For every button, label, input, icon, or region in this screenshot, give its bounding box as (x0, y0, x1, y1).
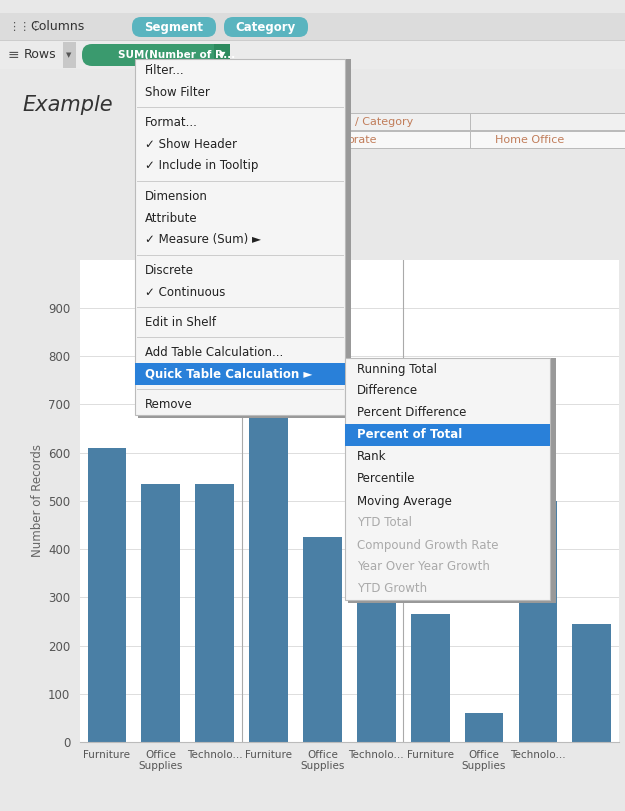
Text: Edit in Shelf: Edit in Shelf (145, 315, 216, 328)
Bar (135, 113, 625, 114)
Text: Rows: Rows (24, 49, 57, 62)
Bar (135, 363, 345, 385)
Bar (0, 41, 625, 69)
Bar (519, 500, 558, 742)
Bar (135, 131, 625, 149)
Text: Format...: Format... (145, 115, 198, 128)
Text: Year Over Year Growth: Year Over Year Growth (357, 560, 490, 573)
Bar (138, 59, 351, 418)
Bar (0, 40, 625, 41)
FancyBboxPatch shape (224, 17, 308, 37)
Text: Segment: Segment (144, 20, 204, 33)
Text: Filter...: Filter... (145, 63, 184, 76)
Text: Running Total: Running Total (357, 363, 437, 375)
Bar (63, 42, 76, 68)
Bar (135, 59, 345, 415)
Bar (88, 448, 126, 742)
FancyBboxPatch shape (132, 17, 216, 37)
Text: Percent of Total: Percent of Total (357, 428, 462, 441)
Bar (195, 484, 234, 742)
Bar (0, 40, 625, 41)
Y-axis label: Number of Records: Number of Records (31, 444, 44, 557)
Bar (214, 44, 230, 66)
Bar (141, 484, 180, 742)
Text: Add Table Calculation...: Add Table Calculation... (145, 345, 283, 358)
Text: ▼: ▼ (219, 50, 225, 59)
Bar (135, 130, 625, 131)
Text: Show Filter: Show Filter (145, 85, 210, 98)
Text: Category: Category (236, 20, 296, 33)
Bar (135, 131, 625, 132)
Bar (0, 13, 625, 41)
Text: Dimension: Dimension (145, 190, 208, 203)
Bar (470, 113, 471, 149)
Bar (345, 424, 550, 446)
Text: Percent Difference: Percent Difference (357, 406, 466, 419)
Text: orate: orate (347, 135, 376, 145)
Text: Compound Growth Rate: Compound Growth Rate (357, 539, 499, 551)
Bar (411, 614, 449, 742)
Text: ✓ Measure (Sum) ►: ✓ Measure (Sum) ► (145, 234, 261, 247)
Text: Home Office: Home Office (496, 135, 564, 145)
Text: Rank: Rank (357, 450, 386, 464)
Text: Attribute: Attribute (145, 212, 198, 225)
Text: Columns: Columns (30, 20, 84, 33)
Bar (303, 537, 342, 742)
Text: ▼: ▼ (66, 52, 72, 58)
Text: Moving Average: Moving Average (357, 495, 452, 508)
Bar (249, 395, 288, 742)
Text: YTD Total: YTD Total (357, 517, 412, 530)
Text: ✓ Show Header: ✓ Show Header (145, 138, 237, 151)
Bar (572, 624, 611, 742)
Text: / Category: / Category (355, 117, 413, 127)
FancyBboxPatch shape (82, 44, 230, 66)
Text: ✓ Include in Tooltip: ✓ Include in Tooltip (145, 160, 258, 173)
Text: Percentile: Percentile (357, 473, 416, 486)
Text: YTD Growth: YTD Growth (357, 582, 427, 595)
Text: ✓ Continuous: ✓ Continuous (145, 285, 226, 298)
Text: Difference: Difference (357, 384, 418, 397)
Text: ≡: ≡ (8, 48, 19, 62)
Bar (345, 358, 550, 600)
Text: ⋮⋮⋮: ⋮⋮⋮ (8, 22, 41, 32)
Bar (357, 484, 396, 742)
Text: SUM(Number of R...: SUM(Number of R... (118, 50, 235, 60)
Bar (135, 148, 625, 149)
Bar (320, 113, 321, 149)
Text: Quick Table Calculation ►: Quick Table Calculation ► (145, 367, 312, 380)
Bar (348, 358, 556, 603)
Text: Discrete: Discrete (145, 264, 194, 277)
Bar (135, 113, 625, 131)
Text: Example: Example (22, 95, 112, 115)
Bar (464, 713, 504, 742)
Text: Remove: Remove (145, 397, 192, 410)
